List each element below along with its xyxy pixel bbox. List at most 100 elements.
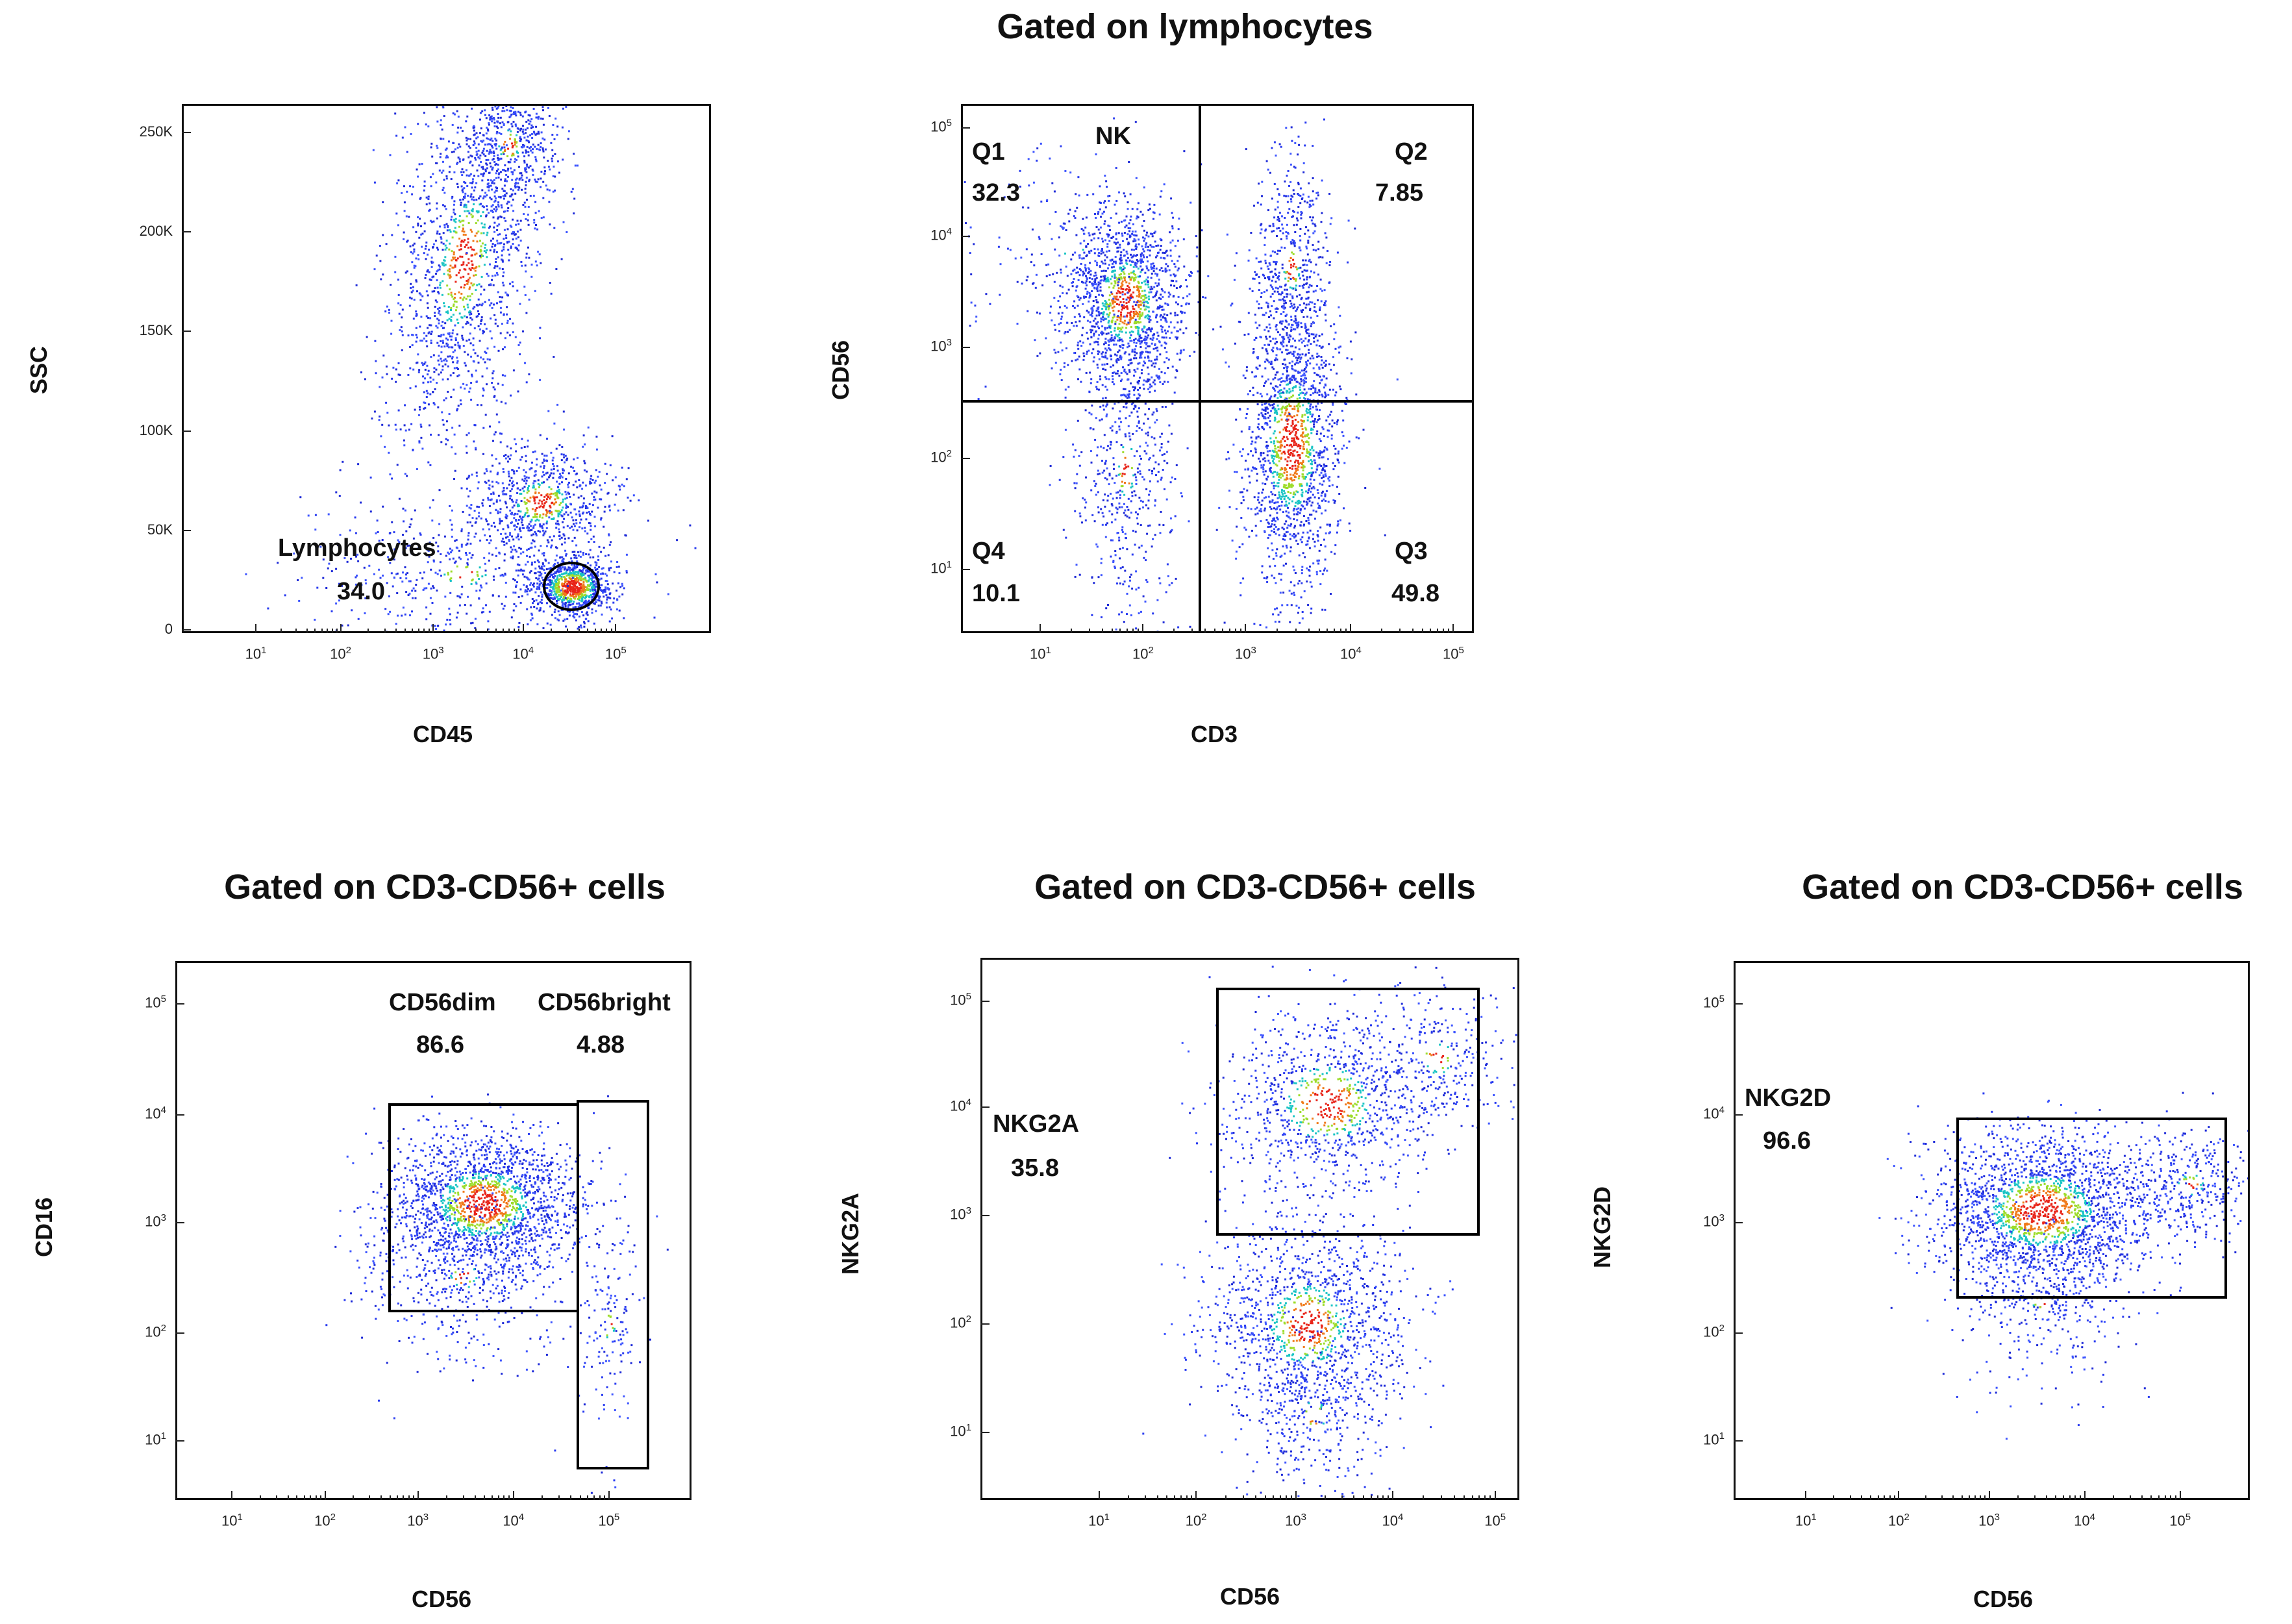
event-dot <box>504 149 506 151</box>
event-dot <box>525 476 528 479</box>
event-dot <box>530 582 532 584</box>
event-dot <box>469 195 472 198</box>
event-dot <box>434 240 437 242</box>
event-dot <box>495 458 497 460</box>
event-dot <box>452 314 455 316</box>
event-dot <box>512 485 514 488</box>
event-dot <box>550 546 553 549</box>
event-dot <box>493 525 496 528</box>
event-dot <box>482 427 485 429</box>
event-dot <box>535 160 538 162</box>
event-dot <box>517 223 520 225</box>
event-dot <box>1165 269 1168 272</box>
event-dot <box>547 160 549 162</box>
event-dot <box>569 567 571 569</box>
event-dot <box>1103 343 1105 345</box>
event-dot <box>493 125 496 128</box>
event-dot <box>501 281 504 284</box>
event-dot <box>451 536 453 538</box>
event-dot <box>415 340 417 343</box>
event-dot <box>1170 197 1173 200</box>
event-dot <box>558 578 560 581</box>
event-dot <box>439 284 442 286</box>
event-dot <box>1121 269 1123 272</box>
event-dot <box>467 595 469 598</box>
event-dot <box>471 284 474 287</box>
event-dot <box>1177 314 1179 316</box>
event-dot <box>1118 273 1121 276</box>
event-dot <box>1102 279 1105 282</box>
event-dot <box>1178 255 1180 258</box>
event-dot <box>548 115 551 117</box>
event-dot <box>1172 216 1175 219</box>
event-dot <box>550 488 553 490</box>
event-dot <box>406 151 408 153</box>
event-dot <box>440 575 442 577</box>
event-dot <box>538 584 541 587</box>
event-dot <box>588 599 590 602</box>
event-dot <box>542 197 545 199</box>
event-dot <box>513 545 516 547</box>
event-dot <box>501 268 504 270</box>
event-dot <box>543 166 546 169</box>
event-dot <box>515 450 517 453</box>
event-dot <box>452 142 455 144</box>
event-dot <box>467 258 470 260</box>
event-dot <box>1066 321 1069 324</box>
event-dot <box>1127 312 1129 314</box>
event-dot <box>408 592 411 595</box>
event-dot <box>1139 352 1141 355</box>
event-dot <box>481 575 484 578</box>
event-dot <box>1188 293 1191 295</box>
event-dot <box>1107 316 1110 318</box>
event-dot <box>517 505 520 507</box>
event-dot <box>456 360 459 362</box>
event-dot <box>497 176 500 179</box>
event-dot <box>1075 359 1077 362</box>
event-dot <box>523 497 526 499</box>
event-dot <box>543 455 546 457</box>
event-dot <box>478 506 480 508</box>
event-dot <box>559 597 561 600</box>
event-dot <box>555 493 558 495</box>
event-dot <box>1138 335 1141 338</box>
event-dot <box>458 604 461 606</box>
event-dot <box>1112 266 1115 268</box>
event-dot <box>404 509 406 512</box>
event-dot <box>569 569 571 572</box>
event-dot <box>1127 227 1130 229</box>
event-dot <box>418 406 421 408</box>
event-dot <box>572 586 575 588</box>
event-dot <box>553 166 555 168</box>
event-dot <box>436 217 438 219</box>
event-dot <box>572 610 575 613</box>
event-dot <box>488 610 491 613</box>
event-dot <box>1136 289 1139 292</box>
event-dot <box>430 587 432 590</box>
event-dot <box>453 230 455 232</box>
event-dot <box>1155 408 1158 410</box>
event-dot <box>1120 276 1123 279</box>
event-dot <box>490 179 492 182</box>
event-dot <box>423 230 426 232</box>
event-dot <box>1169 242 1172 244</box>
event-dot <box>612 582 614 585</box>
event-dot <box>338 495 341 497</box>
event-dot <box>532 584 534 586</box>
event-dot <box>566 459 568 462</box>
event-dot <box>606 580 608 582</box>
event-dot <box>451 446 453 449</box>
event-dot <box>1106 280 1109 282</box>
event-dot <box>1108 294 1111 297</box>
event-dot <box>549 506 552 508</box>
event-dot <box>458 312 461 315</box>
event-dot <box>464 308 466 311</box>
event-dot <box>474 267 477 269</box>
event-dot <box>516 499 518 501</box>
event-dot <box>562 521 564 523</box>
event-dot <box>609 509 611 512</box>
event-dot <box>566 457 569 460</box>
event-dot <box>373 181 376 184</box>
event-dot <box>532 516 535 519</box>
event-dot <box>604 573 606 575</box>
